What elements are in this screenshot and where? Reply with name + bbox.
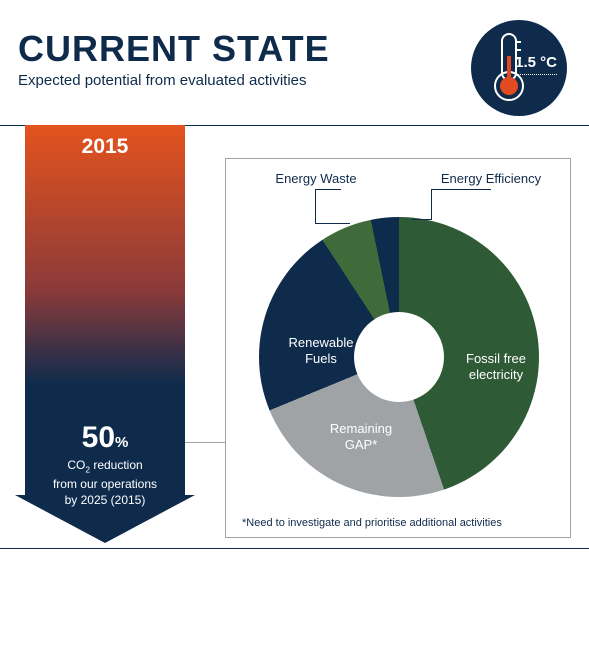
slice-label-energy-efficiency: Energy Efficiency <box>431 171 551 187</box>
header: CURRENT STATE Expected potential from ev… <box>18 28 330 89</box>
leader-line <box>431 189 432 219</box>
leader-line <box>315 223 350 224</box>
stat-value: 50 <box>82 421 115 455</box>
page-title: CURRENT STATE <box>18 28 330 70</box>
chart-panel: Fossil free electricity Remaining GAP* R… <box>225 158 571 538</box>
arrow-stat: 50% CO2 reduction from our operations by… <box>25 421 185 508</box>
thermometer-temp: 1.5 °C <box>515 54 557 71</box>
thermometer-dotted-line <box>517 74 557 75</box>
leader-line <box>412 219 432 220</box>
chart-footnote: *Need to investigate and prioritise addi… <box>242 517 502 529</box>
leader-line <box>315 189 341 190</box>
slice-label-renewable: Renewable Fuels <box>281 335 361 368</box>
arrow-year-end: 2025 <box>25 647 185 671</box>
connector-line <box>185 442 225 443</box>
stat-text: CO2 reduction from our operations by 202… <box>25 457 185 508</box>
donut-hole <box>354 312 444 402</box>
stat-unit: % <box>115 434 128 451</box>
slice-label-energy-waste: Energy Waste <box>266 171 366 187</box>
page-subtitle: Expected potential from evaluated activi… <box>18 72 330 89</box>
thermometer-badge: 1.5 °C <box>471 20 567 116</box>
arrow-year-start: 2015 <box>25 135 185 159</box>
leader-line <box>315 189 316 223</box>
arrow-timeline: 2015 50% CO2 reduction from our operatio… <box>25 125 185 555</box>
slice-label-remaining-gap: Remaining GAP* <box>321 421 401 454</box>
slice-label-fossil-free: Fossil free electricity <box>451 351 541 384</box>
leader-line <box>431 189 491 190</box>
